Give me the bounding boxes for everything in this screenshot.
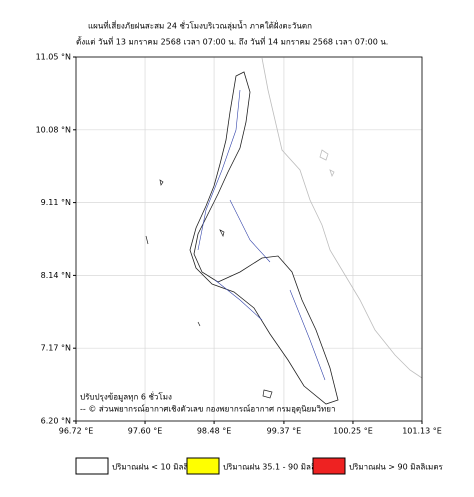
y-tick-label: 7.17 °N: [41, 344, 71, 353]
basin-area: [189, 71, 339, 405]
rivers: [197, 89, 326, 381]
x-tick-label: 100.25 °E: [333, 427, 373, 436]
legend-swatch: [312, 457, 346, 475]
legend-swatch: [75, 457, 109, 475]
legend-swatch: [186, 457, 220, 475]
y-tick-label: 6.20 °N: [41, 417, 71, 426]
y-tick-label: 11.05 °N: [36, 53, 71, 62]
x-tick-label: 97.60 °E: [128, 427, 163, 436]
islands: [319, 149, 335, 178]
map-note: -- © ส่วนพยากรณ์อากาศเชิงตัวเลข กองพยากร…: [80, 404, 335, 414]
grid: [75, 56, 423, 422]
legend-label: ปริมาณฝน 35.1 - 90 มิลลิเมตร: [223, 463, 334, 472]
legend-label: ปริมาณฝน < 10 มิลลิเมตร: [112, 463, 207, 472]
y-tick-label: 9.11 °N: [41, 198, 71, 207]
map-title: แผนที่เสี่ยงภัยฝนสะสม 24 ชั่วโมงบริเวณลุ…: [88, 20, 312, 31]
x-tick-label: 98.48 °E: [197, 427, 232, 436]
legend: ปริมาณฝน < 10 มิลลิเมตร ปริมาณฝน 35.1 - 9…: [75, 457, 444, 475]
map-frame: [75, 56, 423, 422]
map-note: ปรับปรุงข้อมูลทุก 6 ชั่วโมง: [80, 391, 172, 403]
y-tick-label: 10.08 °N: [36, 125, 71, 134]
map-subtitle: ตั้งแต่ วันที่ 13 มกราคม 2568 เวลา 07:00…: [76, 36, 388, 47]
x-tick-label: 96.72 °E: [59, 427, 94, 436]
y-tick-label: 8.14 °N: [41, 271, 71, 280]
x-tick-label: 101.13 °E: [402, 427, 442, 436]
x-tick-label: 99.37 °E: [267, 427, 302, 436]
legend-label: ปริมาณฝน > 90 มิลลิเมตร: [349, 463, 444, 472]
islands: [145, 179, 273, 399]
coastline: [261, 57, 423, 379]
